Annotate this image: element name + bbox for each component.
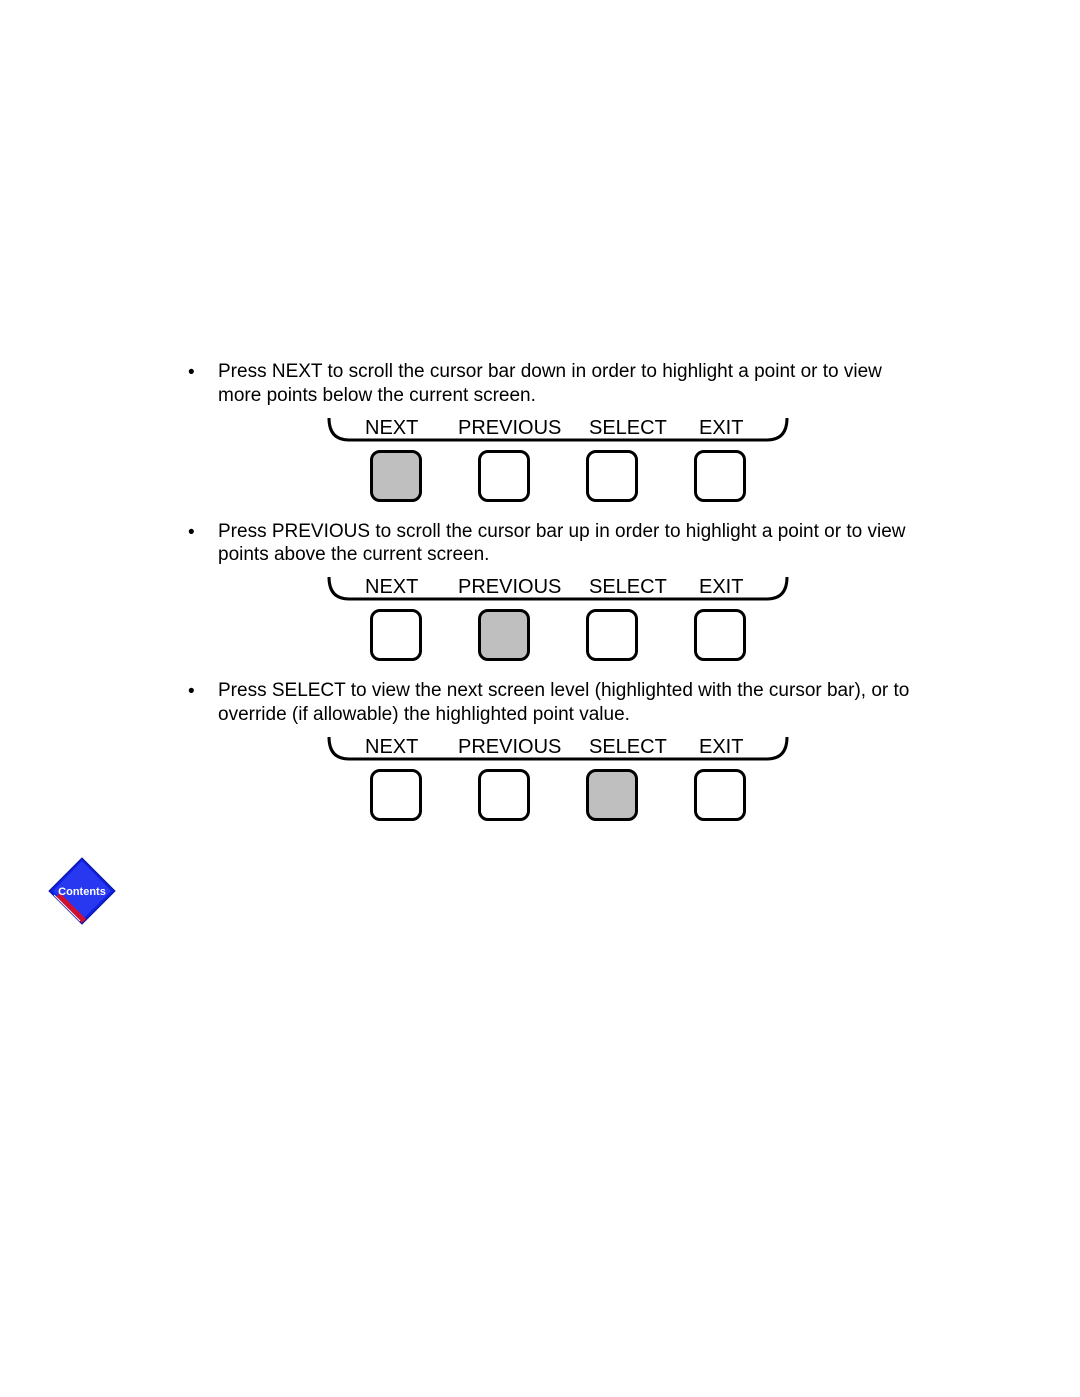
exit-button[interactable]	[694, 450, 746, 502]
button-label: NEXT	[365, 736, 418, 759]
button-panel: NEXT PREVIOUS SELECT EXIT	[188, 416, 928, 502]
button-label: NEXT	[365, 417, 418, 440]
button-labels-row: NEXT PREVIOUS SELECT EXIT	[323, 416, 793, 444]
select-button[interactable]	[586, 450, 638, 502]
next-button[interactable]	[370, 450, 422, 502]
button-label: EXIT	[699, 417, 743, 440]
select-button[interactable]	[586, 769, 638, 821]
bullet-item: • Press NEXT to scroll the cursor bar do…	[188, 360, 928, 408]
button-row	[323, 769, 793, 821]
bullet-text: Press NEXT to scroll the cursor bar down…	[218, 360, 928, 408]
instruction-list: • Press NEXT to scroll the cursor bar do…	[188, 360, 928, 839]
contents-icon-label: Contents	[58, 886, 106, 898]
previous-button[interactable]	[478, 609, 530, 661]
contents-icon[interactable]: Contents	[46, 855, 118, 927]
button-label: SELECT	[589, 417, 667, 440]
button-row	[323, 609, 793, 661]
bullet-dot: •	[188, 360, 218, 385]
next-button[interactable]	[370, 769, 422, 821]
previous-button[interactable]	[478, 450, 530, 502]
button-label: SELECT	[589, 736, 667, 759]
button-label: EXIT	[699, 736, 743, 759]
button-panel: NEXT PREVIOUS SELECT EXIT	[188, 735, 928, 821]
button-panel: NEXT PREVIOUS SELECT EXIT	[188, 575, 928, 661]
bullet-dot: •	[188, 520, 218, 545]
select-button[interactable]	[586, 609, 638, 661]
button-row	[323, 450, 793, 502]
exit-button[interactable]	[694, 769, 746, 821]
button-label: NEXT	[365, 576, 418, 599]
bullet-item: • Press PREVIOUS to scroll the cursor ba…	[188, 520, 928, 568]
bullet-text: Press SELECT to view the next screen lev…	[218, 679, 928, 727]
bullet-text: Press PREVIOUS to scroll the cursor bar …	[218, 520, 928, 568]
next-button[interactable]	[370, 609, 422, 661]
bullet-dot: •	[188, 679, 218, 704]
exit-button[interactable]	[694, 609, 746, 661]
button-label: PREVIOUS	[458, 576, 561, 599]
button-label: PREVIOUS	[458, 417, 561, 440]
previous-button[interactable]	[478, 769, 530, 821]
button-labels-row: NEXT PREVIOUS SELECT EXIT	[323, 735, 793, 763]
button-label: PREVIOUS	[458, 736, 561, 759]
button-label: EXIT	[699, 576, 743, 599]
bullet-item: • Press SELECT to view the next screen l…	[188, 679, 928, 727]
button-label: SELECT	[589, 576, 667, 599]
button-labels-row: NEXT PREVIOUS SELECT EXIT	[323, 575, 793, 603]
